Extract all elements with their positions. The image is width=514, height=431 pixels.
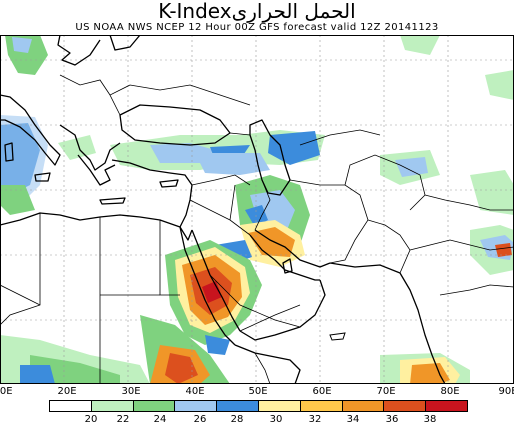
legend-swatch (91, 401, 134, 411)
graticule (0, 35, 514, 384)
lon-label-50e: 50E (248, 386, 268, 397)
legend-label: 22 (116, 414, 130, 425)
border (229, 184, 236, 221)
border (0, 284, 41, 306)
chart-subtitle: US NOAA NWS NCEP 12 Hour 00Z GFS forecas… (75, 22, 439, 33)
shade-india-orange (410, 363, 450, 384)
shade-europe-nw-blue (12, 37, 32, 53)
coast-baltic (57, 35, 101, 66)
lon-label-20e: 20E (57, 386, 77, 397)
border (254, 179, 271, 231)
shade-centralasia-blue (395, 157, 428, 177)
shade-italy-light (0, 115, 48, 205)
coast-sinai (179, 226, 193, 241)
legend-label: 36 (385, 414, 399, 425)
shade-ne-green (400, 35, 440, 55)
legend-label: 28 (230, 414, 244, 425)
border (59, 74, 111, 96)
lon-label-30e: 30E (121, 386, 141, 397)
shade-italy-green (0, 185, 35, 215)
coast-italy (0, 94, 61, 166)
coast-redsea-east (191, 229, 241, 332)
legend-label: 34 (346, 414, 360, 425)
lon-label-40e: 40E (185, 386, 205, 397)
border (424, 194, 514, 211)
coast-turkey-south (111, 159, 193, 186)
legend-label: 32 (308, 414, 322, 425)
coast-sicily (34, 172, 51, 182)
legend-swatch (300, 401, 343, 411)
country-borders (0, 74, 514, 384)
coastlines (0, 35, 446, 384)
legend-label: 24 (153, 414, 167, 425)
border (439, 284, 514, 296)
coast-greece (77, 154, 116, 186)
islands (329, 332, 346, 341)
legend-swatch (258, 401, 301, 411)
coast-cyprus (159, 179, 179, 188)
border (239, 304, 301, 332)
coast-qatar (282, 258, 293, 274)
border (189, 199, 251, 236)
legend-swatch (133, 401, 176, 411)
coast-sardinia (4, 142, 14, 162)
lon-label-80e: 80E (440, 386, 460, 397)
k-index-shading (0, 35, 514, 384)
k-index-map (0, 35, 514, 384)
lon-label-70e: 70E (376, 386, 396, 397)
border (191, 174, 251, 186)
coast-india-west (399, 272, 446, 384)
border (367, 219, 411, 274)
coast-caspian (249, 119, 291, 196)
border (409, 239, 514, 251)
shade-yemen-red (165, 353, 198, 384)
color-legend (49, 400, 468, 412)
shade-caucasus-light (195, 153, 270, 175)
island-socotra (329, 332, 346, 341)
chart-title: K-Indexالحمل الحرارى (0, 0, 514, 22)
legend-swatch (50, 401, 92, 411)
border (209, 274, 301, 328)
coast-horn (234, 344, 301, 384)
shade-himalaya-orange (495, 243, 512, 257)
legend-label: 30 (269, 414, 283, 425)
legend-label: 20 (84, 414, 98, 425)
lon-label-90e: 90E (498, 386, 514, 397)
coast-libya (0, 212, 181, 228)
title-arabic: الحمل الحرارى (231, 0, 356, 23)
border (289, 179, 369, 264)
legend-label: 38 (423, 414, 437, 425)
shade-tibet-green (470, 170, 514, 215)
shade-greece (58, 135, 96, 160)
title-english: K-Index (158, 0, 232, 23)
coast-black-sea (119, 104, 231, 146)
shade-africa-blue (20, 365, 55, 384)
coast-gulf-east (254, 229, 331, 268)
lon-label-10e: 10E (0, 386, 13, 397)
border (229, 132, 251, 136)
border (0, 213, 41, 326)
coast-levant (179, 184, 193, 228)
border (299, 129, 381, 146)
coast-crete (99, 197, 126, 205)
legend-swatch (426, 401, 467, 411)
shade-horn-blue (205, 335, 230, 355)
legend-swatch (175, 401, 218, 411)
legend-swatch (342, 401, 385, 411)
lon-label-60e: 60E (312, 386, 332, 397)
coast-makran (329, 262, 401, 274)
coast-scandinavia (109, 35, 141, 51)
shade-gulf-orange (248, 227, 295, 257)
legend-swatch (217, 401, 259, 411)
shade-e-green (485, 70, 514, 100)
border (254, 352, 271, 384)
legend-label: 26 (193, 414, 207, 425)
shade-caspian-blue (268, 131, 320, 165)
coast-redsea-west (179, 226, 236, 346)
shade-iraq-blue (245, 205, 268, 227)
coast-balkans (59, 124, 121, 171)
legend-swatch (384, 401, 427, 411)
